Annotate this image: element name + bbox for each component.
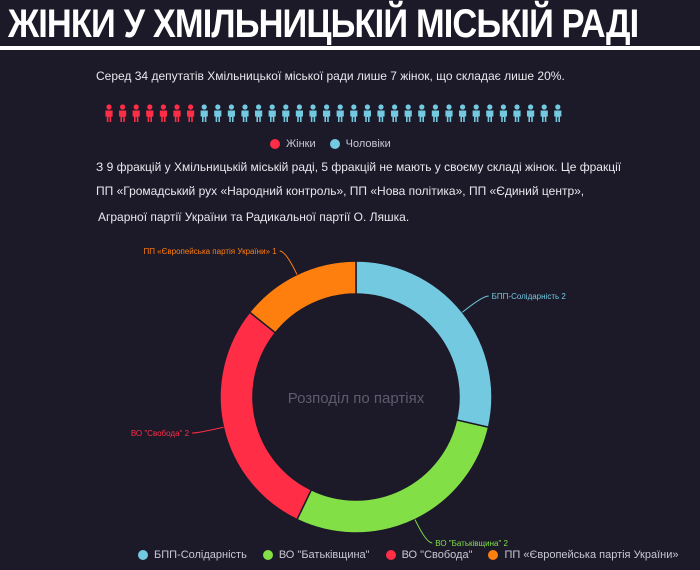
leader-line [192, 426, 224, 434]
chart-legend-item[interactable]: БПП-Солідарність [138, 549, 247, 561]
man-icon [445, 104, 453, 122]
page-title: ЖІНКИ У ХМІЛЬНИЦЬКІЙ МІСЬКІЙ РАДІ [8, 2, 639, 46]
legend-label-women: Жінки [286, 138, 316, 150]
men-dot-icon [329, 139, 340, 149]
women-dot-icon [270, 139, 280, 149]
chart-legend-label: ПП «Європейська партія України» [504, 549, 679, 561]
man-icon [554, 104, 562, 122]
man-icon [350, 104, 358, 122]
man-icon [472, 104, 480, 122]
legend-item-women[interactable]: Жінки [270, 138, 316, 150]
title-bar: ЖІНКИ У ХМІЛЬНИЦЬКІЙ МІСЬКІЙ РАДІ [0, 0, 700, 52]
man-icon [513, 104, 521, 122]
man-icon [486, 104, 494, 122]
woman-icon [146, 104, 154, 122]
man-icon [377, 104, 385, 122]
man-icon [418, 104, 426, 122]
data-label: БПП-Солідарність 2 [492, 292, 567, 301]
chart-legend-label: ВО "Свобода" [401, 549, 473, 561]
man-icon [255, 104, 263, 122]
man-icon [336, 104, 344, 122]
title-underline [0, 46, 700, 50]
man-icon [459, 104, 467, 122]
man-icon [214, 104, 222, 122]
people-pictogram [105, 104, 562, 122]
woman-icon [132, 104, 140, 122]
legend-dot-icon [262, 550, 273, 560]
chart-legend-label: ВО "Батьківщина" [278, 549, 370, 561]
legend-dot-icon [385, 550, 396, 560]
chart-legend-item[interactable]: ВО "Свобода" [385, 549, 473, 561]
gender-legend: Жінки Чоловіки [270, 138, 391, 150]
donut-slice[interactable] [295, 419, 490, 534]
woman-icon [159, 104, 167, 122]
man-icon [391, 104, 399, 122]
data-label: ПП «Європейська партія України» 1 [143, 247, 277, 256]
paragraph-line-1: З 9 фракцій у Хмільницькій міській раді,… [96, 160, 622, 174]
donut-slice[interactable] [248, 260, 357, 334]
man-icon [363, 104, 371, 122]
chart-legend: БПП-Солідарність ВО "Батьківщина" ВО "Своб… [138, 549, 679, 561]
legend-item-men[interactable]: Чоловіки [329, 138, 391, 150]
data-label: ВО "Свобода" 2 [131, 429, 190, 438]
leader-line [414, 519, 433, 544]
leader-line [279, 250, 298, 275]
man-icon [282, 104, 290, 122]
man-icon [295, 104, 303, 122]
paragraph-line-2: ПП «Громадський рух «Народний контроль»,… [96, 184, 585, 198]
man-icon [499, 104, 507, 122]
woman-icon [187, 104, 195, 122]
man-icon [241, 104, 249, 122]
chart-legend-item[interactable]: ВО "Батьківщина" [262, 549, 370, 561]
man-icon [268, 104, 276, 122]
donut-slice[interactable] [219, 311, 313, 521]
man-icon [527, 104, 535, 122]
man-icon [323, 104, 331, 122]
legend-label-men: Чоловіки [345, 138, 391, 150]
man-icon [404, 104, 412, 122]
leader-line [462, 295, 489, 313]
woman-icon [173, 104, 181, 122]
man-icon [309, 104, 317, 122]
woman-icon [119, 104, 127, 122]
intro-text: Серед 34 депутатів Хмільницької міської … [96, 69, 565, 83]
chart-legend-label: БПП-Солідарність [154, 549, 247, 561]
man-icon [227, 104, 235, 122]
woman-icon [105, 104, 113, 122]
man-icon [431, 104, 439, 122]
chart-center-title: Розподіл по партіях [288, 390, 425, 407]
chart-legend-item[interactable]: ПП «Європейська партія України» [488, 549, 679, 561]
legend-dot-icon [488, 550, 499, 560]
paragraph-line-3: Аграрної партії України та Радикальної п… [98, 210, 410, 224]
data-label: ВО "Батьківщина" 2 [435, 539, 508, 548]
legend-dot-icon [138, 550, 148, 560]
man-icon [540, 104, 548, 122]
man-icon [200, 104, 208, 122]
